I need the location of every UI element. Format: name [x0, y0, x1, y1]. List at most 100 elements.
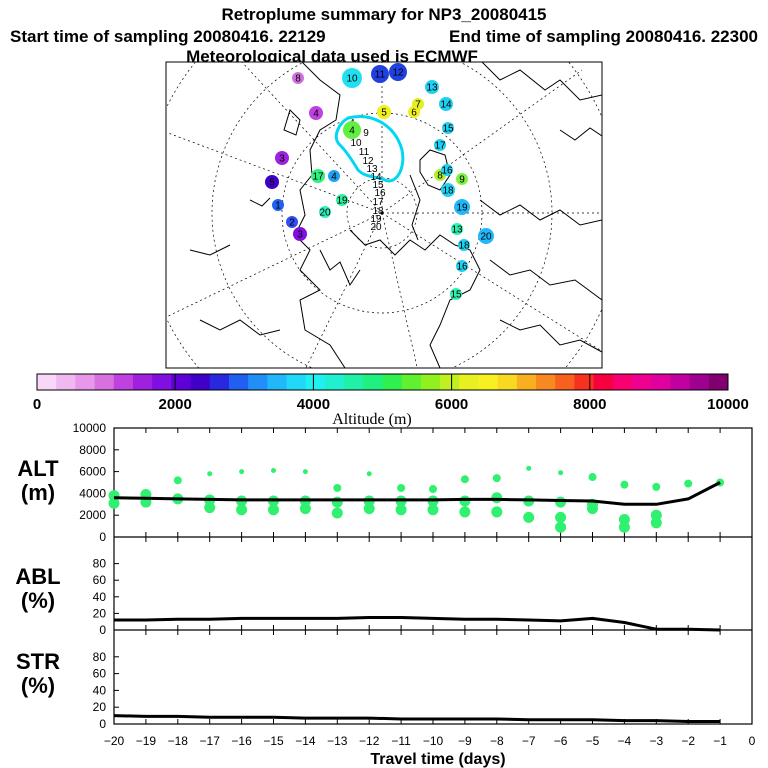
x-tick-label: −7: [522, 734, 536, 748]
alt-cluster-point: [618, 521, 630, 533]
track-label: 19: [370, 214, 382, 225]
colorbar-swatch: [670, 374, 691, 390]
alt-cluster-point: [173, 476, 182, 485]
colorbar-swatch: [497, 374, 518, 390]
alt-cluster-point: [459, 495, 471, 507]
colorbar-tick-label: 0: [33, 396, 41, 413]
map-marker: [434, 139, 446, 151]
alt-cluster-point: [650, 517, 662, 529]
abl-y-tick-label: 20: [93, 606, 107, 620]
str-y-tick-label: 0: [99, 717, 106, 731]
map-marker: [319, 206, 331, 218]
colorbar-swatch: [228, 374, 249, 390]
x-tick-label: −8: [490, 734, 504, 748]
alt-cluster-point: [268, 504, 279, 516]
colorbar-swatch: [305, 374, 326, 390]
alt-cluster-point: [459, 506, 471, 518]
map-marker-label: 17: [312, 172, 324, 183]
map-marker-label: 13: [426, 83, 438, 94]
map-marker: [439, 97, 453, 111]
x-tick-label: −15: [263, 734, 284, 748]
map-frame: [165, 61, 603, 369]
track-label: 10: [350, 138, 362, 149]
track-label: 18: [372, 206, 384, 217]
x-tick-label: −6: [554, 734, 568, 748]
alt-cluster-point: [650, 509, 662, 521]
alt-cluster-point: [555, 511, 567, 523]
map-marker-label: 15: [442, 124, 454, 135]
met-data-text: Meteorological data used is ECMWF: [186, 47, 478, 66]
map-marker: [412, 98, 424, 110]
x-tick-label: −16: [231, 734, 252, 748]
x-tick-label: −5: [586, 734, 600, 748]
str-series-line: [113, 714, 721, 723]
figure-title: Retroplume summary for NP3_20080415: [221, 5, 546, 24]
colorbar-swatch: [94, 374, 115, 390]
map-marker: [265, 175, 279, 189]
map-marker-label: 4: [313, 109, 319, 120]
map-marker-label: 14: [440, 100, 452, 111]
colorbar-swatch: [632, 374, 652, 390]
alt-cluster-point: [684, 479, 693, 488]
map-marker: [442, 122, 454, 134]
str-panel-unit: (%): [21, 673, 55, 698]
map-marker: [425, 80, 439, 94]
colorbar-tick-label: 10000: [707, 396, 749, 413]
x-tick-label: −13: [327, 734, 348, 748]
colorbar-swatch: [459, 374, 479, 390]
colorbar-swatch: [478, 374, 499, 390]
alt-cluster-point: [363, 503, 375, 515]
map-marker-label: 13: [451, 225, 463, 236]
alt-cluster-point: [427, 504, 439, 516]
colorbar-swatch: [612, 374, 633, 390]
map-marker-label: 4: [349, 126, 355, 137]
alt-series-line: [113, 481, 721, 506]
map-marker-label: 8: [295, 74, 301, 85]
alt-cluster-point: [236, 504, 248, 516]
alt-cluster-point: [239, 469, 245, 475]
alt-panel-label: ALT: [17, 456, 59, 481]
alt-cluster-point: [397, 483, 406, 492]
map-marker: [478, 228, 494, 244]
colorbar-swatch: [248, 374, 268, 390]
map-marker: [371, 65, 389, 83]
alt-cluster-point: [491, 506, 503, 518]
alt-y-tick-label: 4000: [79, 486, 106, 500]
map-marker: [311, 169, 325, 183]
x-tick-label: 0: [749, 734, 756, 748]
altitude-colorbar: 0 2000 4000 6000 8000 10000: [33, 373, 749, 413]
str-y-tick-label: 80: [93, 650, 107, 664]
track-label: 13: [366, 164, 378, 175]
colorbar-swatch: [171, 374, 191, 390]
x-tick-label: −18: [168, 734, 189, 748]
map-marker-label: 11: [375, 70, 386, 81]
colorbar-swatch: [401, 374, 422, 390]
alt-cluster-point: [331, 496, 343, 508]
alt-cluster-point: [207, 471, 213, 477]
x-tick-label: −4: [618, 734, 632, 748]
colorbar-tick-label: 4000: [297, 396, 330, 413]
alt-cluster-point: [587, 503, 598, 515]
map-marker-label: 20: [319, 208, 331, 219]
map-marker-label: 3: [279, 154, 285, 165]
map-marker-label: 19: [456, 203, 468, 214]
alt-y-tick-label: 10000: [73, 421, 107, 435]
plume-outline: [334, 115, 405, 183]
str-y-tick-label: 20: [93, 700, 107, 714]
series-lines: [113, 481, 721, 723]
map-marker: [272, 199, 284, 211]
colorbar-swatch: [286, 374, 307, 390]
x-tick-label: −1: [713, 734, 727, 748]
alt-y-tick-label: 0: [99, 530, 106, 544]
colorbar-swatch: [132, 374, 153, 390]
map-marker: [454, 199, 470, 215]
coastlines: [189, 62, 602, 368]
map-marker: [293, 227, 307, 241]
map-marker-label: 10: [346, 74, 358, 85]
end-sampling-text: End time of sampling 20080416. 22300: [449, 27, 758, 46]
track-label: 17: [372, 197, 384, 208]
map-marker-label: 3: [297, 230, 303, 241]
alt-cluster-point: [491, 492, 503, 504]
alt-cluster-point: [271, 468, 276, 474]
